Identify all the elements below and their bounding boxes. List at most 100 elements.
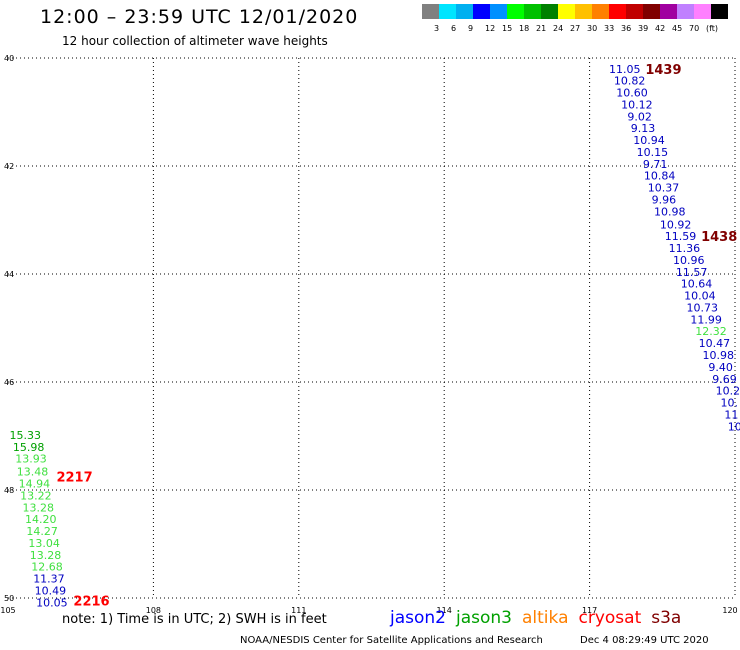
generated-date: Dec 4 08:29:49 UTC 2020 — [580, 635, 709, 646]
colorbar-label: 45 — [672, 24, 683, 33]
map-subtitle: 12 hour collection of altimeter wave hei… — [62, 34, 328, 48]
colorbar-swatch — [592, 4, 609, 19]
swh-value: 14.94 — [19, 478, 51, 491]
pass-time-label: 1438 — [701, 230, 737, 245]
lon-tick-label: 105 — [0, 606, 15, 615]
colorbar-label: 42 — [655, 24, 666, 33]
pass-times: 1439 1438 2217 2216 — [56, 63, 737, 610]
swh-value: 11.05 — [609, 63, 641, 76]
swh-value: 11.36 — [669, 242, 701, 255]
swh-value: 15.33 — [9, 429, 41, 442]
footer-note: note: 1) Time is in UTC; 2) SWH is in fe… — [62, 612, 327, 627]
swh-value: 11.37 — [33, 573, 65, 586]
colorbar-label: 9 — [468, 24, 474, 33]
swh-value: 13.04 — [28, 537, 60, 550]
swh-value: 13.93 — [15, 453, 47, 466]
map-tick-labels: 105 108 111 114 117 120 40 42 44 46 48 50 — [0, 54, 737, 615]
colorbar-swatch — [456, 4, 473, 19]
colorbar-label: 39 — [638, 24, 649, 33]
colorbar-label: 33 — [604, 24, 615, 33]
lon-tick-label: 114 — [437, 606, 452, 615]
swh-value: 10.15 — [637, 146, 669, 159]
swh-value: 9.96 — [652, 193, 677, 206]
swh-value: 14.20 — [25, 513, 57, 526]
swh-value: 9.40 — [708, 361, 733, 374]
swh-value: 11.57 — [676, 266, 708, 279]
legend-s3a: s3a — [651, 608, 682, 628]
swh-value: 10.98 — [703, 349, 735, 362]
swh-value: 10.92 — [660, 218, 692, 231]
lat-tick-label: 44 — [4, 270, 14, 279]
swh-value: 10.73 — [687, 301, 719, 314]
colorbar-swatch — [541, 4, 558, 19]
swh-value: 12.68 — [31, 561, 63, 574]
swh-value: 9.13 — [631, 122, 656, 135]
colorbar-swatch — [524, 4, 541, 19]
colorbar-swatch — [473, 4, 490, 19]
colorbar-label: (ft) — [706, 24, 719, 33]
swh-value: 10.84 — [644, 170, 676, 183]
colorbar-swatch — [711, 4, 728, 19]
legend-cryosat: cryosat — [578, 608, 642, 628]
swh-value: 10.64 — [681, 278, 713, 291]
swh-value: 10.2 — [716, 385, 740, 398]
colorbar-swatch — [660, 4, 677, 19]
legend-jason3: jason3 — [456, 608, 512, 628]
colorbar-label: 15 — [502, 24, 513, 33]
swh-value: 9.02 — [627, 110, 652, 123]
swh-value: 13.28 — [30, 549, 61, 562]
pass-time-label: 2217 — [56, 471, 92, 486]
swh-value: 10 — [728, 420, 740, 433]
lon-tick-label: 111 — [291, 606, 306, 615]
colorbar-swatch — [422, 4, 439, 19]
colorbar-label: 30 — [587, 24, 598, 33]
colorbar-label: 12 — [485, 24, 496, 33]
swh-value: 13.48 — [17, 466, 48, 479]
colorbar-label: 27 — [570, 24, 581, 33]
colorbar-swatch — [558, 4, 575, 19]
swh-value: 10.96 — [673, 254, 705, 267]
colorbar-label: 3 — [434, 24, 440, 33]
lon-tick-label: 108 — [146, 606, 161, 615]
swh-value: 15.98 — [13, 441, 44, 454]
colorbar-swatch — [575, 4, 592, 19]
colorbar-swatch — [626, 4, 643, 19]
map-grid — [8, 57, 736, 599]
colorbar-label: 18 — [519, 24, 530, 33]
lon-tick-label: 117 — [582, 606, 597, 615]
colorbar-label: 21 — [536, 24, 547, 33]
lat-tick-label: 48 — [4, 486, 14, 495]
swh-value: 14.27 — [26, 525, 58, 538]
swh-value: 9.69 — [712, 373, 737, 386]
swh-value: 11 — [724, 408, 738, 421]
lat-tick-label: 46 — [4, 378, 14, 387]
swh-value: 11.59 — [665, 230, 697, 243]
colorbar-label: 70 — [689, 24, 700, 33]
colorbar-swatch — [507, 4, 524, 19]
satellite-legend: jason2 jason3 altika cryosat s3a — [390, 608, 691, 628]
legend-altika: altika — [522, 608, 569, 628]
pass-time-label: 2216 — [73, 595, 109, 610]
swh-value: 12.32 — [695, 325, 727, 338]
colorbar-swatch — [694, 4, 711, 19]
lat-tick-label: 40 — [4, 54, 14, 63]
legend-jason2: jason2 — [390, 608, 446, 628]
swh-value: 13.22 — [20, 489, 52, 502]
swh-value: 10.12 — [621, 98, 653, 111]
colorbar-label: 6 — [451, 24, 457, 33]
lon-tick-label: 120 — [722, 606, 737, 615]
swh-value: 11.99 — [690, 313, 722, 326]
swh-value: 9.71 — [643, 158, 668, 171]
pass-time-label: 1439 — [645, 63, 681, 78]
swh-value: 10.98 — [654, 205, 686, 218]
lat-tick-label: 50 — [4, 594, 14, 603]
swh-value: 10. — [720, 397, 738, 410]
swh-value: 10.82 — [614, 75, 646, 88]
swh-value: 10.47 — [699, 337, 731, 350]
credit-text: NOAA/NESDIS Center for Satellite Applica… — [240, 635, 543, 646]
swh-value: 10.04 — [684, 290, 716, 303]
lat-tick-label: 42 — [4, 162, 14, 171]
colorbar-label: 36 — [621, 24, 632, 33]
colorbar-swatch — [490, 4, 507, 19]
